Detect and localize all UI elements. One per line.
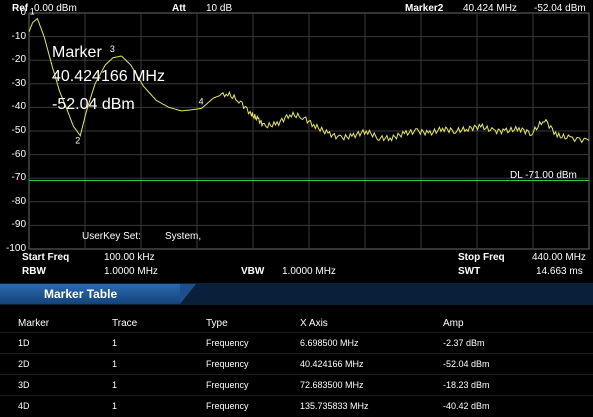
swt-label: SWT: [458, 266, 481, 277]
row-separator: [0, 353, 593, 354]
col-header-type: Type: [206, 318, 228, 329]
y-tick-label: -90: [11, 219, 26, 231]
marker-labels: 1 2 3 4: [30, 7, 204, 146]
marker-label-1: 1: [30, 7, 35, 17]
cell-marker[interactable]: 1D: [18, 338, 30, 348]
y-tick-label: -10: [11, 30, 26, 42]
userkey-label: UserKey Set:: [82, 231, 141, 242]
col-header-x-axis: X Axis: [300, 318, 328, 329]
marker-popup-title: Marker: [52, 44, 102, 61]
y-tick-label: 0: [20, 7, 26, 18]
att-label: Att: [172, 3, 186, 14]
display-line-label: DL -71.00 dBm: [510, 170, 577, 181]
cell-amp[interactable]: -40.42 dBm: [443, 401, 490, 411]
marker-label-3: 3: [110, 44, 115, 54]
col-header-amp: Amp: [443, 318, 464, 329]
rbw-value[interactable]: 1.0000 MHz: [104, 266, 158, 277]
start-freq-label: Start Freq: [22, 252, 70, 263]
rbw-label: RBW: [22, 266, 46, 277]
vbw-label: VBW: [241, 266, 265, 277]
y-tick-label: -70: [11, 172, 26, 184]
col-header-marker: Marker: [18, 318, 50, 329]
ref-label: Ref: [12, 3, 29, 14]
marker-popup-freq: 40.424166 MHz: [52, 68, 165, 85]
cell-x-axis[interactable]: 40.424166 MHz: [300, 359, 364, 369]
start-freq-value[interactable]: 100.00 kHz: [104, 252, 155, 263]
cell-x-axis[interactable]: 6.698500 MHz: [300, 338, 359, 348]
y-tick-label: -60: [11, 148, 26, 160]
cell-type[interactable]: Frequency: [206, 401, 249, 411]
vbw-value[interactable]: 1.0000 MHz: [282, 266, 336, 277]
col-header-trace: Trace: [112, 318, 138, 329]
marker-table-tab[interactable]: [0, 284, 180, 304]
y-tick-label: -30: [11, 77, 26, 89]
att-value: 10 dB: [206, 3, 233, 14]
y-tick-label: -80: [11, 195, 26, 207]
cell-marker[interactable]: 2D: [18, 359, 30, 369]
cell-marker[interactable]: 3D: [18, 380, 30, 390]
y-tick-label: -50: [11, 125, 26, 136]
cell-x-axis[interactable]: 72.683500 MHz: [300, 380, 364, 390]
marker-readout-amp: -52.04 dBm: [534, 3, 586, 14]
swt-value[interactable]: 14.663 ms: [536, 266, 583, 277]
cell-amp[interactable]: -18.23 dBm: [443, 380, 490, 390]
stop-freq-label: Stop Freq: [458, 252, 505, 263]
y-tick-label: -20: [11, 54, 26, 66]
cell-x-axis[interactable]: 135.735833 MHz: [300, 401, 369, 411]
marker-readout-freq: 40.424 MHz: [463, 3, 517, 14]
row-separator: [0, 374, 593, 375]
ref-value: 0.00 dBm: [34, 3, 77, 14]
y-tick-label: -100: [5, 243, 26, 254]
cell-marker[interactable]: 4D: [18, 401, 30, 411]
cell-amp[interactable]: -2.37 dBm: [443, 338, 485, 348]
y-tick-label: -40: [11, 101, 26, 113]
row-separator: [0, 395, 593, 396]
marker-popup-amp: -52.04 dBm: [52, 96, 135, 113]
cell-trace[interactable]: 1: [112, 380, 118, 390]
row-separator: [0, 332, 593, 333]
cell-trace[interactable]: 1: [112, 401, 118, 411]
marker-label-2: 2: [75, 136, 80, 146]
spectrum-plot[interactable]: 1 2 3 4: [0, 0, 593, 283]
cell-type[interactable]: Frequency: [206, 380, 249, 390]
marker-table-tab-edge: [180, 284, 196, 304]
trace-1: [28, 17, 590, 144]
marker-readout-label: Marker2: [405, 3, 444, 14]
cell-trace[interactable]: 1: [112, 359, 118, 369]
cell-amp[interactable]: -52.04 dBm: [443, 359, 490, 369]
marker-label-4: 4: [199, 96, 204, 106]
marker-table-title: Marker Table: [44, 287, 118, 301]
userkey-value: System,: [165, 231, 202, 242]
cell-trace[interactable]: 1: [112, 338, 118, 348]
cell-type[interactable]: Frequency: [206, 338, 249, 348]
cell-type[interactable]: Frequency: [206, 359, 249, 369]
stop-freq-value[interactable]: 440.00 MHz: [532, 252, 586, 263]
